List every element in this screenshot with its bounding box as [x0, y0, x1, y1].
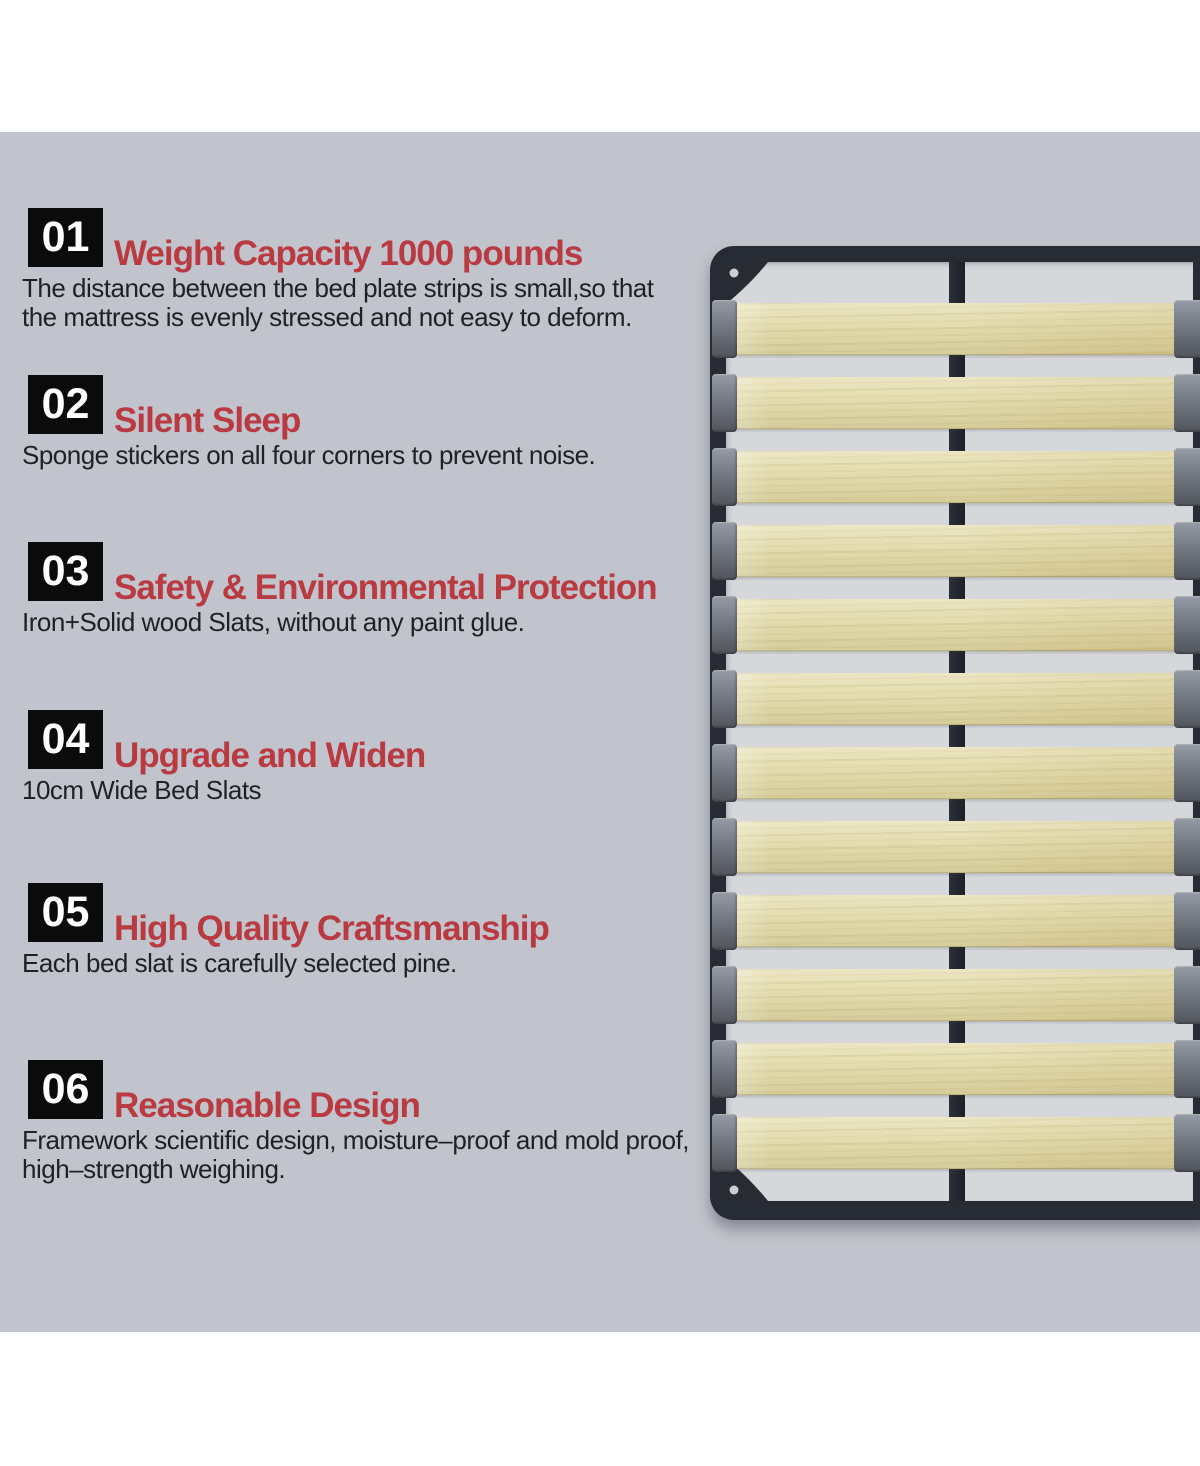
feature-description: 10cm Wide Bed Slats — [22, 775, 262, 805]
wood-slat — [726, 525, 1193, 577]
product-infographic: 01 Weight Capacity 1000 pounds The dista… — [0, 132, 1200, 1332]
feature-number-badge: 04 — [28, 710, 103, 769]
wood-slat — [726, 599, 1193, 651]
feature-header: 03 Safety & Environmental Protection — [28, 542, 658, 607]
wood-slat — [726, 895, 1193, 947]
wood-slat — [726, 1117, 1193, 1169]
slat-holder-right — [1174, 744, 1200, 802]
feature-header: 01 Weight Capacity 1000 pounds — [28, 208, 690, 273]
feature-number-badge: 06 — [28, 1060, 103, 1119]
slat-holder-right — [1174, 892, 1200, 950]
slat-holder-left — [712, 818, 737, 876]
feature-number-badge: 03 — [28, 542, 103, 601]
feature-number: 03 — [41, 547, 90, 595]
feature-title: Silent Sleep — [114, 401, 301, 440]
slat-holder-right — [1174, 1114, 1200, 1172]
feature-title: Safety & Environmental Protection — [114, 568, 658, 607]
feature-description: The distance between the bed plate strip… — [22, 273, 654, 332]
feature-header: 02 Silent Sleep — [28, 375, 595, 440]
slat-holder-right — [1174, 374, 1200, 432]
slat-holder-left — [712, 300, 737, 358]
wood-slat — [726, 747, 1193, 799]
slat-holder-right — [1174, 1040, 1200, 1098]
feature-number: 02 — [41, 380, 90, 428]
feature-section-03: 03 Safety & Environmental Protection Iro… — [22, 542, 658, 637]
feature-section-05: 05 High Quality Craftsmanship Each bed s… — [22, 883, 550, 978]
feature-description: Each bed slat is carefully selected pine… — [22, 948, 457, 978]
slat-holder-right — [1174, 670, 1200, 728]
slat-holder-left — [712, 892, 737, 950]
slat-holder-left — [712, 448, 737, 506]
slat-holder-left — [712, 1040, 737, 1098]
feature-description: Iron+Solid wood Slats, without any paint… — [22, 607, 525, 637]
feature-title: Weight Capacity 1000 pounds — [114, 234, 583, 273]
feature-number: 01 — [41, 213, 90, 261]
wood-slat — [726, 377, 1193, 429]
wood-slat — [726, 451, 1193, 503]
feature-title: High Quality Craftsmanship — [114, 909, 550, 948]
feature-number-badge: 02 — [28, 375, 103, 434]
slat-holder-left — [712, 670, 737, 728]
slat-holder-left — [712, 374, 737, 432]
slat-holder-right — [1174, 596, 1200, 654]
corner-bracket-top-left-icon — [726, 262, 768, 304]
feature-section-02: 02 Silent Sleep Sponge stickers on all f… — [22, 375, 596, 470]
wood-slat — [726, 1043, 1193, 1095]
slat-holder-left — [712, 744, 737, 802]
feature-number: 06 — [41, 1065, 90, 1113]
wood-slat — [726, 303, 1193, 355]
wood-slat — [726, 673, 1193, 725]
feature-header: 05 High Quality Craftsmanship — [28, 883, 550, 948]
feature-number: 04 — [41, 715, 90, 763]
feature-number-badge: 01 — [28, 208, 103, 267]
feature-header: 04 Upgrade and Widen — [28, 710, 426, 775]
feature-section-04: 04 Upgrade and Widen 10cm Wide Bed Slats — [22, 710, 426, 805]
feature-description: Framework scientific design, moisture–pr… — [22, 1125, 690, 1184]
slat-holder-right — [1174, 522, 1200, 580]
feature-title: Reasonable Design — [114, 1086, 421, 1125]
slat-holder-left — [712, 596, 737, 654]
feature-description: Sponge stickers on all four corners to p… — [22, 440, 596, 470]
feature-title: Upgrade and Widen — [114, 736, 426, 775]
slat-holder-left — [712, 522, 737, 580]
feature-number-badge: 05 — [28, 883, 103, 942]
slat-holder-left — [712, 1114, 737, 1172]
bed-frame-illustration — [710, 246, 1200, 1220]
slat-holder-right — [1174, 818, 1200, 876]
wood-slat — [726, 821, 1193, 873]
feature-section-01: 01 Weight Capacity 1000 pounds The dista… — [22, 208, 690, 332]
feature-section-06: 06 Reasonable Design Framework scientifi… — [22, 1060, 690, 1184]
slat-holder-left — [712, 966, 737, 1024]
feature-header: 06 Reasonable Design — [28, 1060, 690, 1125]
slat-holder-right — [1174, 448, 1200, 506]
slat-holder-right — [1174, 300, 1200, 358]
feature-number: 05 — [41, 888, 90, 936]
wood-slat — [726, 969, 1193, 1021]
slat-holder-right — [1174, 966, 1200, 1024]
